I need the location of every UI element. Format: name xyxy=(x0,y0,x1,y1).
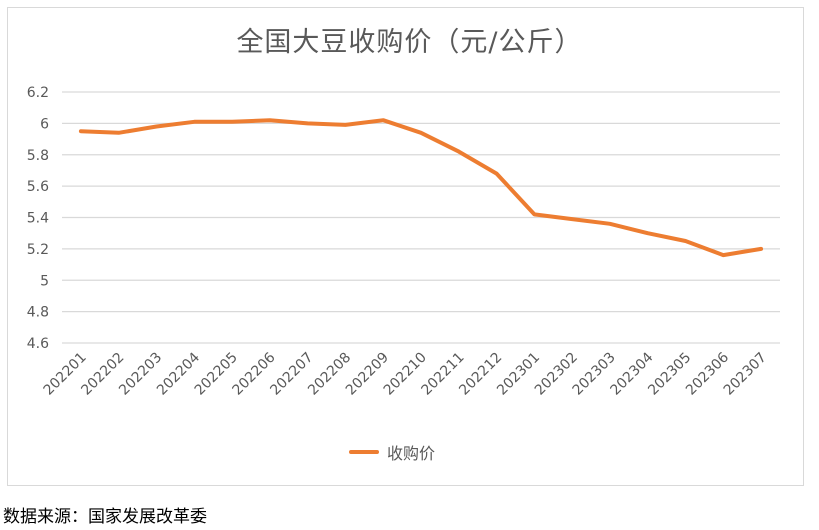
chart-frame xyxy=(7,7,804,486)
plot-area: 6.265.85.65.45.254.84.620220120220220220… xyxy=(27,85,780,399)
y-axis-tick-label: 5.4 xyxy=(27,211,49,227)
y-axis-tick-label: 4.8 xyxy=(27,305,49,321)
y-axis-tick-label: 4.6 xyxy=(27,336,49,352)
y-axis-tick-label: 5.2 xyxy=(27,242,49,258)
y-axis-tick-label: 5.8 xyxy=(27,148,49,164)
y-axis-tick-label: 5.6 xyxy=(27,179,49,195)
legend: 收购价 xyxy=(349,440,435,464)
legend-label: 收购价 xyxy=(387,444,436,463)
data-source-note: 数据来源：国家发展改革委 xyxy=(3,507,207,527)
y-axis-tick-label: 6.2 xyxy=(27,85,49,101)
series-line-purchase-price xyxy=(78,118,764,258)
legend-line-swatch xyxy=(349,450,379,454)
y-axis-tick-label: 6 xyxy=(40,116,49,132)
chart-title: 全国大豆收购价（元/公斤） xyxy=(236,27,583,58)
y-axis-tick-label: 5 xyxy=(40,273,49,289)
